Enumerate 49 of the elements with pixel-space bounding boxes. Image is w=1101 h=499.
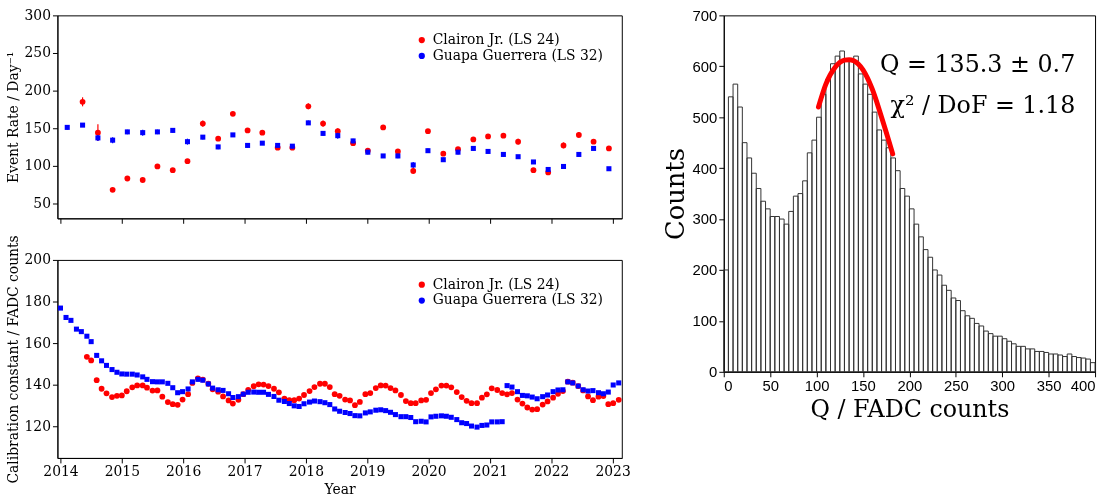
- x-tick-label: 350: [1036, 378, 1062, 395]
- legend-label: Guapa Guerrera (LS 32): [432, 291, 603, 308]
- y-axis-title: Counts: [659, 148, 690, 241]
- y-tick-label: 500: [692, 109, 718, 126]
- y-tick-label: 100: [692, 313, 718, 330]
- y-tick-label: 250: [24, 44, 51, 61]
- x-tick-label: 2017: [227, 463, 263, 480]
- y-tick-label: 140: [24, 376, 51, 393]
- x-tick-label: 50: [762, 378, 779, 395]
- legend-label: Clairon Jr. (LS 24): [432, 275, 560, 292]
- y-tick-label: 300: [692, 211, 718, 228]
- y-tick-label: 120: [24, 418, 51, 435]
- x-tick-label: 2019: [350, 463, 386, 480]
- x-tick-label: 2022: [534, 463, 570, 480]
- x-tick-label: 2016: [166, 463, 202, 480]
- x-tick-label: 150: [851, 378, 876, 395]
- y-tick-label: 200: [692, 262, 718, 279]
- x-tick-label: 2020: [411, 463, 447, 480]
- y-axis-title: Event Rate / Day⁻¹: [4, 51, 21, 184]
- x-tick-label: 2021: [472, 463, 509, 480]
- y-tick-label: 200: [24, 251, 51, 268]
- x-tick-label: 250: [943, 378, 969, 395]
- x-tick-label: 300: [990, 378, 1016, 395]
- annotation: χ² / DoF = 1.18: [890, 91, 1076, 120]
- y-tick-label: 300: [24, 6, 51, 23]
- x-tick-label: 100: [804, 378, 830, 395]
- legend-label: Clairon Jr. (LS 24): [432, 31, 560, 48]
- y-tick-label: 600: [692, 58, 718, 75]
- x-tick-label: 0: [724, 378, 733, 395]
- y-tick-label: 0: [709, 364, 718, 381]
- y-tick-label: 100: [24, 157, 51, 174]
- x-tick-label: 2014: [43, 463, 79, 480]
- legend-label: Guapa Guerrera (LS 32): [432, 46, 603, 63]
- y-tick-label: 50: [33, 194, 51, 211]
- x-axis-title: Year: [323, 481, 356, 498]
- y-axis-title: Calibration constant / FADC counts: [4, 235, 21, 484]
- y-tick-label: 400: [692, 160, 718, 177]
- x-tick-label: 2018: [288, 463, 324, 480]
- x-tick-label: 2015: [104, 463, 140, 480]
- x-tick-label: 2023: [595, 463, 631, 480]
- x-tick-label: 400: [1070, 378, 1096, 395]
- annotation: Q = 135.3 ± 0.7: [880, 49, 1076, 78]
- y-tick-label: 700: [692, 7, 718, 24]
- x-axis-title: Q / FADC counts: [810, 394, 1010, 423]
- y-tick-label: 160: [24, 334, 51, 351]
- y-tick-label: 200: [24, 82, 51, 98]
- y-tick-label: 150: [24, 119, 51, 136]
- y-tick-label: 180: [24, 293, 51, 310]
- x-tick-label: 200: [897, 378, 923, 395]
